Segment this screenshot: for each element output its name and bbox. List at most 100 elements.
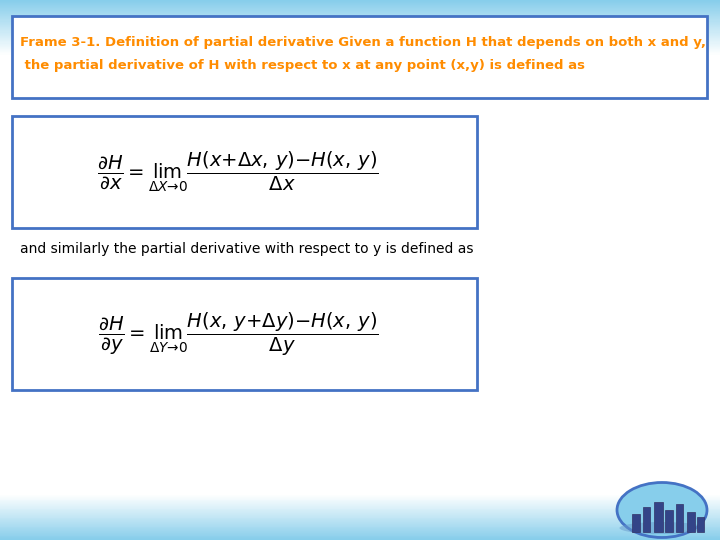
Bar xyxy=(0,530,720,531)
Bar xyxy=(0,519,720,521)
Bar xyxy=(654,502,663,532)
Bar xyxy=(687,512,695,532)
Bar xyxy=(0,25,720,26)
Bar xyxy=(0,31,720,33)
Bar xyxy=(0,50,720,52)
Bar xyxy=(0,28,720,30)
Bar xyxy=(0,32,720,34)
Text: $\dfrac{\partial H}{\partial x} = \lim_{\Delta X \to 0} \dfrac{H(x+\Delta x,\,y): $\dfrac{\partial H}{\partial x} = \lim_{… xyxy=(97,150,379,194)
Text: $\dfrac{\partial H}{\partial y} = \lim_{\Delta Y \to 0} \dfrac{H(x,\,y+\Delta y): $\dfrac{\partial H}{\partial y} = \lim_{… xyxy=(98,310,378,357)
Bar xyxy=(0,530,720,532)
Bar xyxy=(0,528,720,529)
Bar xyxy=(0,0,720,1)
Bar xyxy=(0,33,720,35)
Bar xyxy=(0,536,720,537)
Bar xyxy=(0,509,720,510)
Bar xyxy=(0,40,720,42)
Bar xyxy=(0,8,720,10)
Ellipse shape xyxy=(619,522,704,534)
Bar xyxy=(0,1,720,2)
Bar xyxy=(0,53,720,55)
Bar xyxy=(0,527,720,528)
Bar xyxy=(0,26,720,28)
Bar xyxy=(0,537,720,538)
Bar xyxy=(0,49,720,51)
Bar xyxy=(0,41,720,43)
Bar xyxy=(0,5,720,6)
Bar xyxy=(676,504,683,532)
Bar xyxy=(0,39,720,40)
Bar xyxy=(0,45,720,46)
Bar xyxy=(0,44,720,45)
Bar xyxy=(0,503,720,505)
Bar xyxy=(0,10,720,12)
Bar xyxy=(697,517,704,532)
Bar xyxy=(0,19,720,21)
Bar xyxy=(0,506,720,508)
Bar xyxy=(0,531,720,533)
Bar xyxy=(0,2,720,3)
Bar xyxy=(0,524,720,525)
Bar xyxy=(0,6,720,8)
Bar xyxy=(0,15,720,17)
Bar xyxy=(0,502,720,503)
Bar xyxy=(0,514,720,515)
Bar xyxy=(0,17,720,19)
Bar xyxy=(0,497,720,498)
Bar xyxy=(0,496,720,498)
Bar xyxy=(0,48,720,50)
Bar xyxy=(643,507,650,532)
Bar xyxy=(0,534,720,536)
Bar xyxy=(0,538,720,539)
Bar xyxy=(0,519,720,520)
Bar xyxy=(0,29,720,31)
Bar xyxy=(0,511,720,512)
Bar xyxy=(0,500,720,501)
Bar xyxy=(0,516,720,517)
Bar xyxy=(0,535,720,536)
Bar xyxy=(0,499,720,501)
Bar xyxy=(0,46,720,48)
Bar xyxy=(0,23,720,24)
Bar xyxy=(0,514,720,516)
Bar xyxy=(0,510,720,511)
FancyBboxPatch shape xyxy=(12,278,477,390)
Bar xyxy=(0,522,720,524)
Bar xyxy=(0,18,720,20)
Bar xyxy=(0,525,720,526)
Bar xyxy=(632,514,640,532)
Text: the partial derivative of H with respect to x at any point (x,y) is defined as: the partial derivative of H with respect… xyxy=(20,59,585,72)
Bar xyxy=(0,37,720,38)
Bar xyxy=(0,501,720,502)
Bar xyxy=(0,532,720,534)
Bar xyxy=(0,498,720,500)
Bar xyxy=(0,515,720,517)
Bar xyxy=(665,510,673,532)
Bar xyxy=(0,21,720,22)
Bar xyxy=(0,11,720,13)
Bar xyxy=(0,35,720,36)
Bar xyxy=(0,24,720,25)
Bar xyxy=(0,505,720,507)
Bar xyxy=(0,7,720,9)
Bar xyxy=(0,4,720,5)
Bar xyxy=(0,3,720,4)
Bar xyxy=(0,43,720,44)
Bar xyxy=(0,27,720,29)
Bar xyxy=(0,504,720,506)
FancyBboxPatch shape xyxy=(12,116,477,228)
Bar xyxy=(0,511,720,513)
Bar xyxy=(0,533,720,535)
Bar xyxy=(0,529,720,530)
Bar xyxy=(0,495,720,496)
Bar xyxy=(0,526,720,528)
Bar xyxy=(0,523,720,525)
Bar xyxy=(0,52,720,54)
Bar xyxy=(0,36,720,37)
Bar xyxy=(0,518,720,519)
Bar xyxy=(0,517,720,518)
Bar xyxy=(0,538,720,540)
Bar xyxy=(0,9,720,11)
Ellipse shape xyxy=(617,483,707,537)
Bar xyxy=(0,30,720,32)
